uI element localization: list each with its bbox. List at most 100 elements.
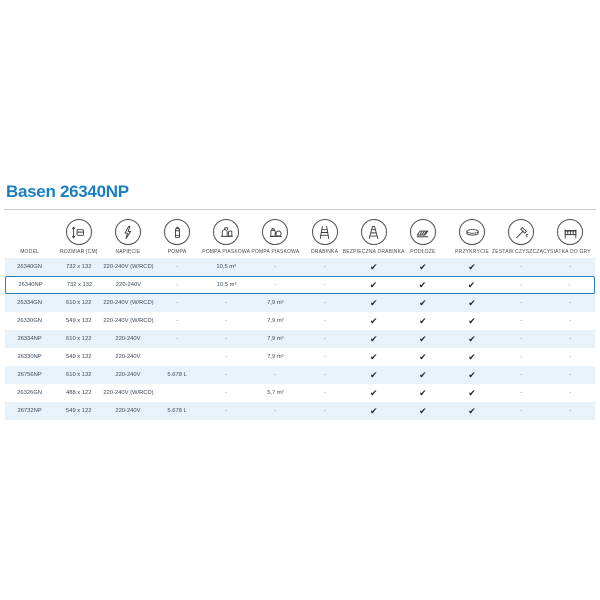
cell-pompa_piaskowa_1: 10,5 m³ xyxy=(216,264,237,270)
column-header-siatka_do_gry: SIATKA DO GRY xyxy=(546,212,595,258)
column-header-pompa: POMPA xyxy=(153,212,202,258)
cell-pompa: 5.678 L xyxy=(167,408,187,414)
table-row-26334NP[interactable]: 26334NP 610 x 122 220-240V - - 7,9 m³ - ✔ ✔ ✔ - - xyxy=(5,330,595,348)
dash: - xyxy=(323,372,326,378)
cell-pompa_piaskowa_2: 7,9 m³ xyxy=(267,300,284,306)
cell-model: 26330GN xyxy=(17,318,42,324)
cell-pompa_piaskowa_2: 7,9 m³ xyxy=(267,318,284,324)
dash: - xyxy=(569,354,572,360)
dash: - xyxy=(569,408,572,414)
dash: - xyxy=(520,264,523,270)
dash: - xyxy=(176,282,179,288)
dash: - xyxy=(520,336,523,342)
cell-napiecie: 220-240V xyxy=(115,372,141,378)
check-icon: ✔ xyxy=(468,369,476,380)
cleaning-kit-icon xyxy=(508,219,535,245)
dash: - xyxy=(225,408,228,414)
cell-model: 26334NP xyxy=(17,336,42,342)
column-label-napiecie: NAPIĘCIE xyxy=(115,249,141,255)
table-row-26340GN[interactable]: 26340GN 732 x 132 220-240V (W/RCD) - 10,5 m³… xyxy=(5,258,595,276)
dash: - xyxy=(323,300,326,306)
page-title: Basen 26340NP xyxy=(6,182,129,201)
dash: - xyxy=(520,318,523,324)
cell-napiecie: 220-240V (W/RCD) xyxy=(103,318,154,324)
check-icon: ✔ xyxy=(419,315,427,326)
dash: - xyxy=(569,318,572,324)
dash: - xyxy=(176,264,179,270)
dash: - xyxy=(569,390,572,396)
cell-pompa: 5.678 L xyxy=(167,372,187,378)
column-header-rozmiar: ROZMIAR [CM] xyxy=(54,212,103,258)
cell-rozmiar: 549 x 132 xyxy=(66,354,92,360)
column-label-pompa: POMPA xyxy=(167,249,187,255)
cell-rozmiar: 610 x 122 xyxy=(66,336,92,342)
column-header-bezpieczna_drabinka: BEZPIECZNA DRABINKA xyxy=(343,212,404,258)
dash: - xyxy=(520,390,523,396)
dash: - xyxy=(569,300,572,306)
table-row-26330NP[interactable]: 26330NP 549 x 132 220-240V - 7,9 m³ - ✔ ✔ ✔ - - xyxy=(5,348,595,366)
cell-rozmiar: 610 x 132 xyxy=(66,372,92,378)
cell-model: 26732NP xyxy=(17,408,42,414)
cell-pompa_piaskowa_1: 10,5 m³ xyxy=(216,282,237,288)
cell-pompa_piaskowa_2: 7,9 m³ xyxy=(267,336,284,342)
cell-model: 26334GN xyxy=(17,300,42,306)
cell-rozmiar: 610 x 122 xyxy=(66,300,92,306)
cell-napiecie: 220-240V (W/RCD) xyxy=(103,390,154,396)
dash: - xyxy=(520,408,523,414)
cell-rozmiar: 549 x 132 xyxy=(66,318,92,324)
check-icon: ✔ xyxy=(418,279,427,290)
ruler-icon xyxy=(65,219,92,245)
dash: - xyxy=(323,336,326,342)
column-label-podloze: PODŁOŻE xyxy=(410,249,436,255)
dash: - xyxy=(323,390,326,396)
check-icon: ✔ xyxy=(369,351,378,362)
check-icon: ✔ xyxy=(419,369,427,380)
dash: - xyxy=(519,282,522,288)
ground-cloth-icon xyxy=(409,219,436,245)
dash: - xyxy=(225,372,228,378)
check-icon: ✔ xyxy=(468,405,476,416)
check-icon: ✔ xyxy=(369,279,378,290)
dash: - xyxy=(323,408,326,414)
cell-napiecie: 220-240V (W/RCD) xyxy=(103,300,154,306)
cell-rozmiar: 549 x 122 xyxy=(66,408,92,414)
check-icon: ✔ xyxy=(468,315,476,326)
dash: - xyxy=(225,354,228,360)
cell-model: 26326GN xyxy=(17,390,42,396)
table-row-26326GN[interactable]: 26326GN 488 x 122 220-240V (W/RCD) - 5,7 m³ -… xyxy=(5,384,595,402)
column-label-przykrycie: PRZYKRYCIE xyxy=(455,249,490,255)
dash: - xyxy=(520,300,523,306)
check-icon: ✔ xyxy=(419,387,427,398)
table-header: MODEL ROZMIAR [CM] NAPIĘCIE POMPA POMPA PIAS… xyxy=(5,212,595,258)
cell-model: 26340GN xyxy=(17,264,42,270)
dash: - xyxy=(323,282,326,288)
check-icon: ✔ xyxy=(419,405,427,416)
cell-rozmiar: 732 x 132 xyxy=(66,282,93,288)
table-row-26330GN[interactable]: 26330GN 549 x 132 220-240V (W/RCD) - - 7,9 m³… xyxy=(5,312,595,330)
pump-icon xyxy=(164,219,191,245)
cell-napiecie: 220-240V xyxy=(115,282,142,288)
check-icon: ✔ xyxy=(467,279,476,290)
table-row-26732NP[interactable]: 26732NP 549 x 122 220-240V 5.678 L - - - ✔ ✔ ✔ - - xyxy=(5,402,595,420)
table-row-26340NP[interactable]: 26340NP 732 x 132 220-240V - 10,5 m³ - - ✔ ✔ ✔ - - xyxy=(5,276,595,294)
sand-pump-icon xyxy=(213,219,240,245)
dash: - xyxy=(274,264,277,270)
check-icon: ✔ xyxy=(468,387,476,398)
cell-model: 26340NP xyxy=(18,282,43,288)
cell-pompa_piaskowa_2: 5,7 m³ xyxy=(267,390,284,396)
dash: - xyxy=(323,354,326,360)
dash: - xyxy=(323,318,326,324)
column-header-napiecie: NAPIĘCIE xyxy=(103,212,152,258)
check-icon: ✔ xyxy=(369,261,378,272)
dash: - xyxy=(568,282,571,288)
safety-ladder-icon xyxy=(360,219,387,245)
dash: - xyxy=(225,390,228,396)
column-header-pompa_piaskowa_2: POMPA PIASKOWA xyxy=(251,212,300,258)
dash: - xyxy=(274,282,277,288)
check-icon: ✔ xyxy=(419,261,427,272)
table-row-26334GN[interactable]: 26334GN 610 x 122 220-240V (W/RCD) - - 7,9 m³… xyxy=(5,294,595,312)
column-header-przykrycie: PRZYKRYCIE xyxy=(448,212,497,258)
table-row-26756NP[interactable]: 26756NP 610 x 132 220-240V 5.678 L - - - ✔ ✔ ✔ - - xyxy=(5,366,595,384)
dash: - xyxy=(176,336,179,342)
